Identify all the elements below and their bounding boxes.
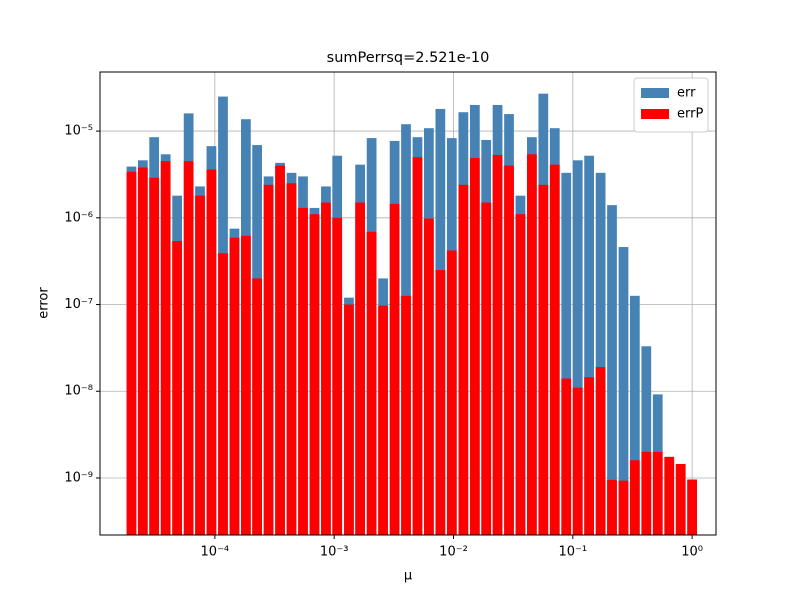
x-axis-label: μ [404, 569, 412, 584]
bar [607, 205, 617, 535]
bar [629, 295, 640, 535]
bar [629, 460, 640, 535]
bar [527, 154, 537, 535]
bar [435, 270, 446, 535]
bar [538, 184, 549, 535]
bar [641, 346, 652, 535]
y-axis-label: error [37, 287, 52, 319]
bar [195, 195, 205, 535]
bar [446, 250, 457, 535]
bar [206, 169, 217, 535]
bar [492, 154, 503, 535]
bar [344, 304, 354, 535]
bar [263, 184, 274, 535]
bar [618, 247, 629, 535]
bar [675, 463, 686, 535]
bar [149, 177, 160, 535]
plot-area: 10⁻⁴ 10⁻³ 10⁻² 10⁻¹ 10⁰ 10⁻⁹ 10⁻⁸ 10⁻⁷ 10⁻⁶ 10⁻⁵ e… [64, 71, 717, 560]
bar [126, 171, 137, 535]
bar [607, 479, 617, 535]
bar [286, 183, 297, 535]
y-tick-label: 10⁻⁸ [64, 384, 93, 399]
bar [618, 480, 629, 535]
y-tick-label: 10⁻⁷ [64, 297, 93, 312]
bar [561, 378, 572, 535]
bar [595, 367, 606, 535]
legend-swatch [641, 88, 669, 98]
bar [332, 217, 343, 535]
bar [389, 203, 400, 535]
bar [252, 278, 262, 535]
x-tick-label: 10⁻³ [320, 545, 349, 560]
bar [401, 295, 411, 535]
bar [218, 253, 228, 535]
bar [172, 241, 183, 535]
bar [561, 172, 572, 535]
bar [298, 207, 308, 535]
bar [515, 214, 526, 535]
bar [355, 202, 365, 535]
legend-swatch [641, 109, 669, 119]
bar [584, 377, 594, 535]
bar [183, 161, 194, 535]
y-tick-label: 10⁻⁹ [64, 470, 93, 485]
bars [126, 93, 698, 535]
x-tick-label: 10⁻⁴ [201, 545, 230, 560]
bar [458, 184, 469, 535]
bar [584, 155, 594, 535]
bar [481, 202, 492, 535]
x-tick-label: 10⁻² [439, 545, 468, 560]
y-tick-label: 10⁻⁶ [64, 210, 93, 225]
bar [549, 164, 560, 535]
bar [366, 231, 377, 535]
bar [664, 456, 675, 535]
x-tick-label: 10⁻¹ [559, 545, 588, 560]
bar [652, 451, 663, 535]
axes-frame [99, 71, 717, 536]
bar [229, 237, 240, 535]
legend-label: err [677, 86, 696, 101]
bar [687, 479, 698, 535]
bar [572, 160, 583, 535]
bar [504, 165, 514, 535]
bar [424, 218, 434, 535]
bar [595, 172, 606, 535]
bar [275, 165, 285, 535]
y-tick-label: 10⁻⁵ [64, 124, 93, 139]
bar [137, 167, 148, 535]
x-tick-label: 10⁰ [681, 545, 703, 560]
bar [641, 451, 652, 535]
bar [160, 161, 171, 535]
bar [412, 157, 423, 535]
bar [241, 235, 251, 535]
bar [309, 214, 320, 535]
bar [469, 157, 480, 535]
bar [572, 387, 583, 535]
chart-title: sumPerrsq=2.521e-10 [327, 50, 490, 66]
legend: err errP [633, 77, 709, 133]
bar [378, 305, 388, 535]
legend-box [633, 77, 709, 133]
legend-label: errP [677, 107, 703, 122]
bar [321, 202, 331, 535]
